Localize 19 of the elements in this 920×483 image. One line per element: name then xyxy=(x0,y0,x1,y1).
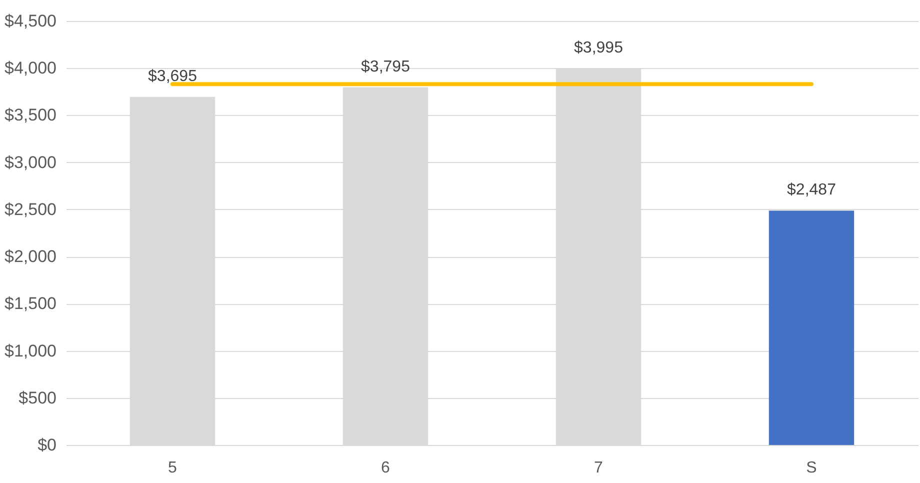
y-tick-label: $0 xyxy=(38,436,56,454)
y-tick-label: $4,000 xyxy=(4,58,56,78)
y-tick-label: $2,000 xyxy=(4,247,56,266)
bar xyxy=(768,210,854,445)
y-tick-label: $3,000 xyxy=(4,152,56,172)
y-tick-label: $2,500 xyxy=(4,200,56,219)
data-label: $2,487 xyxy=(787,182,836,199)
y-tick-label: $1,000 xyxy=(4,341,56,360)
data-label: $3,995 xyxy=(574,40,624,57)
y-tick-label: $1,500 xyxy=(4,294,56,314)
y-tick-label: $4,500 xyxy=(4,12,56,30)
x-tick-label: S xyxy=(806,460,817,476)
data-label: $3,695 xyxy=(148,68,198,85)
y-tick-label: $500 xyxy=(18,388,56,408)
x-tick-label: 5 xyxy=(168,460,178,476)
x-tick-label: 6 xyxy=(381,460,390,476)
data-label: $3,795 xyxy=(361,58,410,76)
y-tick-label: $3,500 xyxy=(4,106,56,125)
x-tick-label: 7 xyxy=(594,460,604,476)
